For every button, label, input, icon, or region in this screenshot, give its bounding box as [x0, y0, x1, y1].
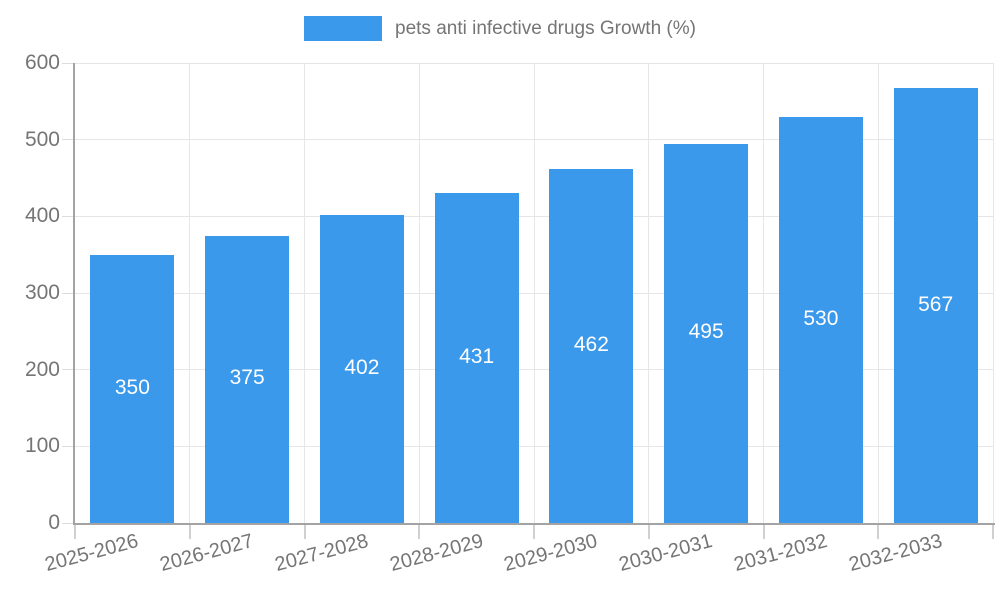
x-gridline	[992, 63, 994, 523]
y-tick-mark	[62, 292, 74, 294]
x-tick-label: 2029-2030	[501, 530, 601, 577]
legend-item[interactable]: pets anti infective drugs Growth (%)	[304, 16, 696, 41]
x-tick-mark	[762, 523, 765, 539]
x-axis-line	[73, 523, 995, 525]
x-tick-mark	[418, 523, 421, 539]
bar[interactable]	[434, 192, 519, 523]
x-tick-mark	[992, 523, 994, 539]
x-tick-mark	[533, 523, 535, 539]
bar[interactable]	[205, 235, 290, 523]
y-tick-label: 300	[24, 281, 60, 304]
y-tick-label: 0	[48, 511, 60, 534]
x-tick-mark	[877, 523, 880, 539]
y-axis-line	[73, 63, 75, 525]
x-tick-mark	[647, 523, 650, 539]
plot-area: 0 100 200 300 400 500 600 350 2025-2026 375 2026-…	[25, 51, 995, 576]
bar-value-label: 402	[344, 355, 380, 379]
legend-swatch	[304, 16, 383, 41]
x-tick-mark	[188, 523, 191, 539]
bar-value-label: 350	[114, 375, 150, 399]
x-gridline	[648, 63, 650, 523]
x-tick-label: 2028-2029	[387, 530, 486, 577]
bar-value-label: 530	[803, 306, 839, 330]
y-tick-mark	[62, 522, 74, 524]
y-tick-label: 500	[24, 127, 60, 151]
y-tick-label: 600	[24, 51, 60, 74]
bar-value-label: 567	[918, 292, 954, 316]
y-tick-mark	[62, 139, 74, 141]
bar-value-label: 375	[229, 366, 265, 390]
x-tick-label: 2027-2028	[272, 530, 371, 577]
x-tick-label: 2026-2027	[157, 530, 256, 577]
x-gridline	[189, 63, 191, 523]
x-tick-mark	[303, 523, 306, 539]
y-tick-label: 200	[24, 357, 60, 381]
x-tick-label: 2031-2032	[731, 530, 830, 577]
bar[interactable]	[664, 143, 749, 523]
bar-value-label: 462	[573, 332, 609, 356]
bar[interactable]	[90, 254, 175, 523]
bar[interactable]	[893, 88, 978, 523]
x-tick-label: 2025-2026	[42, 530, 142, 577]
y-tick-mark	[62, 215, 74, 217]
x-tick-label: 2032-2033	[846, 530, 945, 577]
chart-legend: pets anti infective drugs Growth (%)	[0, 16, 1000, 41]
x-tick-mark	[74, 523, 76, 539]
bar[interactable]	[319, 214, 404, 523]
bar[interactable]	[549, 168, 634, 523]
x-gridline	[763, 63, 764, 523]
bar-value-label: 495	[688, 320, 724, 344]
x-gridline	[533, 63, 535, 523]
y-tick-label: 400	[24, 204, 60, 228]
legend-label: pets anti infective drugs Growth (%)	[395, 17, 696, 39]
bar[interactable]	[778, 116, 863, 523]
x-gridline	[304, 63, 305, 523]
bar-value-label: 431	[459, 344, 495, 368]
x-gridline	[418, 63, 420, 523]
x-tick-label: 2030-2031	[616, 530, 715, 577]
y-tick-mark	[62, 369, 74, 371]
y-tick-label: 100	[24, 434, 60, 458]
y-tick-mark	[62, 445, 74, 447]
y-tick-mark	[62, 62, 74, 64]
x-gridline	[877, 63, 879, 523]
